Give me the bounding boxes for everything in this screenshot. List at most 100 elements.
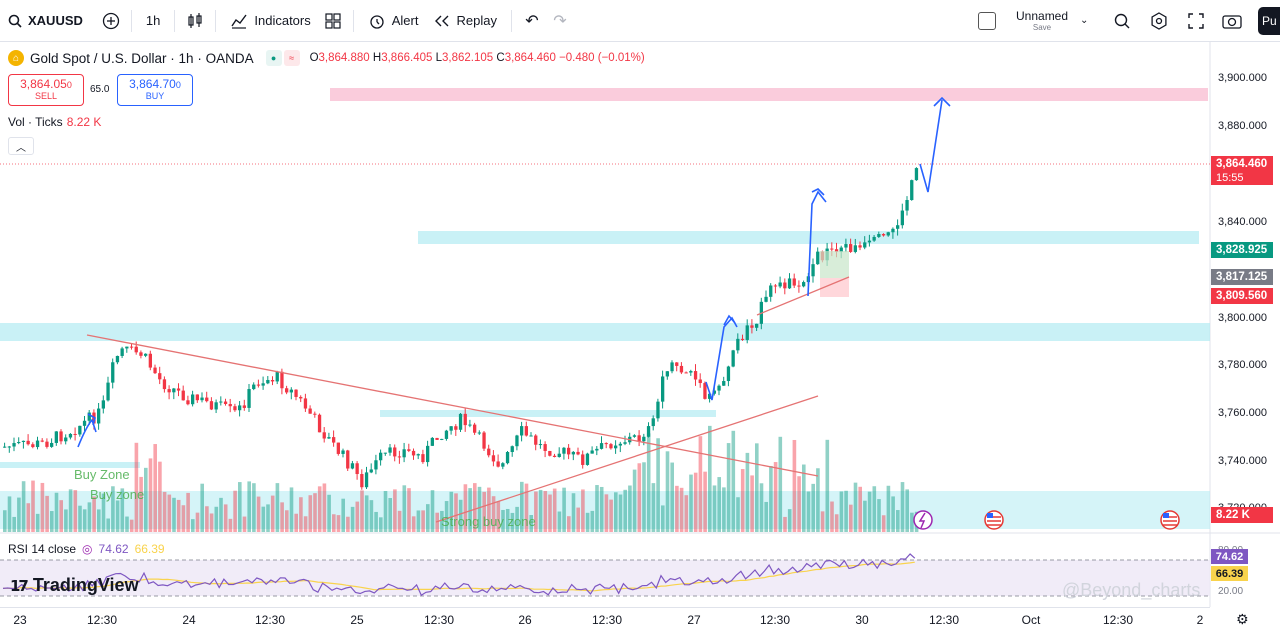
rsi-legend[interactable]: RSI 14 close ◎ 74.62 66.39 (8, 542, 165, 556)
candle-body (477, 432, 481, 434)
candle-body (270, 379, 275, 382)
layout-checkbox[interactable] (978, 11, 996, 30)
candle-body (3, 446, 7, 448)
arrow-path-4 (919, 99, 943, 193)
tradingview-logo-text: TradingView (32, 575, 139, 595)
candle-body (543, 444, 547, 451)
position-loss-zone[interactable] (820, 278, 849, 297)
position-profit-zone[interactable] (820, 251, 849, 278)
volume-bar (661, 505, 665, 532)
candle-body (87, 412, 91, 421)
price-axis-label: 3,740.000 (1218, 455, 1267, 467)
time-axis[interactable]: 23 12:30 24 12:30 25 12:30 26 12:30 27 1… (0, 607, 1210, 632)
time-label: 30 (855, 613, 869, 627)
candle-body (379, 452, 383, 461)
compare-button[interactable] (97, 0, 125, 42)
candle-body (313, 413, 317, 415)
volume-bar (270, 495, 275, 532)
fullscreen-button[interactable] (1182, 0, 1210, 42)
instrument-title[interactable]: Gold Spot / U.S. Dollar · 1h · OANDA (30, 50, 254, 66)
us-flag-event-icon[interactable] (984, 510, 1004, 530)
level-tag-green[interactable]: 3,828.925 (1211, 242, 1273, 258)
support-zone-3760[interactable] (380, 410, 716, 417)
candle-body (106, 382, 110, 401)
tradingview-logo[interactable]: 𝟭𝟳 TradingView (10, 575, 139, 596)
candle-body (886, 232, 890, 236)
sell-price-sup: 0 (66, 80, 72, 91)
candle-body (534, 435, 538, 445)
collapse-legend-button[interactable]: ︿ (8, 137, 34, 155)
snapshot-button[interactable] (1218, 0, 1246, 42)
us-flag-event-icon-2[interactable] (1160, 510, 1180, 530)
indicators-button[interactable]: Indicators (222, 0, 318, 42)
buy-button[interactable]: 3,864.700 BUY (117, 74, 193, 106)
publish-button[interactable]: Pu (1258, 7, 1280, 35)
strong-buy-zone-rect[interactable] (0, 491, 1210, 529)
volume-bar (628, 485, 632, 532)
volume-bar (87, 502, 92, 532)
separator (130, 9, 132, 32)
volume-bar (458, 499, 463, 532)
volume-bar (863, 500, 867, 532)
symbol-label: XAUUSD (28, 13, 83, 28)
candle-body (684, 372, 688, 374)
ascending-trendline[interactable] (435, 395, 819, 523)
interval-button[interactable]: 1h (138, 0, 168, 42)
chart-type-button[interactable] (181, 0, 209, 42)
volume-bar (364, 495, 369, 532)
undo-button[interactable]: ↶ (518, 0, 546, 42)
candle-body (755, 323, 759, 328)
current-price-tag[interactable]: 3,864.460 (1211, 156, 1273, 172)
volume-bar (411, 516, 416, 532)
layout-name-button[interactable]: Unnamed Save (1016, 10, 1068, 32)
fullscreen-icon (1188, 12, 1204, 29)
alert-button[interactable]: Alert (360, 0, 427, 42)
price-axis-label: 3,900.000 (1218, 72, 1267, 84)
descending-trendline[interactable] (86, 334, 819, 477)
volume-bar (679, 487, 684, 532)
settings-button[interactable] (1145, 0, 1173, 42)
candle-body (496, 461, 500, 467)
candle-body (740, 338, 745, 340)
candle-body (599, 443, 604, 449)
volume-bar (228, 518, 233, 532)
sell-button[interactable]: 3,864.050 SELL (8, 74, 84, 106)
buy-zone-rect[interactable] (0, 462, 140, 468)
rsi-axis-bottom: 20.00 (1218, 586, 1244, 597)
volume-bar (623, 489, 627, 532)
short-trendline[interactable] (756, 276, 850, 316)
buy-zone-label: Buy Zone (74, 467, 130, 482)
event-flash-icon[interactable] (913, 510, 933, 530)
price-chart[interactable] (0, 42, 1280, 607)
time-label: 2 (1196, 613, 1204, 627)
level-tag-gray[interactable]: 3,817.125 (1211, 269, 1273, 285)
volume-bar (783, 516, 787, 532)
support-zone-3800[interactable] (0, 323, 1210, 341)
candlesticks (3, 167, 919, 490)
candle-body (209, 401, 214, 410)
volume-bar (585, 512, 590, 532)
candle-body (26, 440, 30, 445)
rsi-settings-icon[interactable]: ◎ (82, 542, 93, 556)
candle-body (811, 264, 815, 277)
chevron-down-icon[interactable]: ⌄ (1080, 15, 1089, 26)
quick-search-button[interactable] (1108, 0, 1136, 42)
volume-bar (651, 483, 656, 532)
volume-bar (59, 500, 63, 532)
candle-body (191, 394, 195, 405)
volume-bar (604, 494, 609, 532)
level-tag-red[interactable]: 3,809.560 (1211, 288, 1273, 304)
symbol-search[interactable]: XAUUSD (0, 0, 83, 42)
candle-body (40, 440, 44, 442)
chart-settings-gear-icon[interactable]: ⚙ (1236, 611, 1249, 627)
supply-zone-upper[interactable] (418, 231, 1199, 244)
redo-button[interactable]: ↷ (546, 0, 574, 42)
time-label: 23 (13, 613, 27, 627)
candle-body (693, 371, 698, 380)
replay-button[interactable]: Replay (426, 0, 504, 42)
resistance-zone[interactable] (330, 88, 1208, 101)
templates-button[interactable] (319, 0, 347, 42)
projection-arrows[interactable] (77, 96, 951, 448)
candle-body (773, 285, 778, 287)
volume-legend[interactable]: Vol · Ticks 8.22 K (8, 115, 101, 129)
